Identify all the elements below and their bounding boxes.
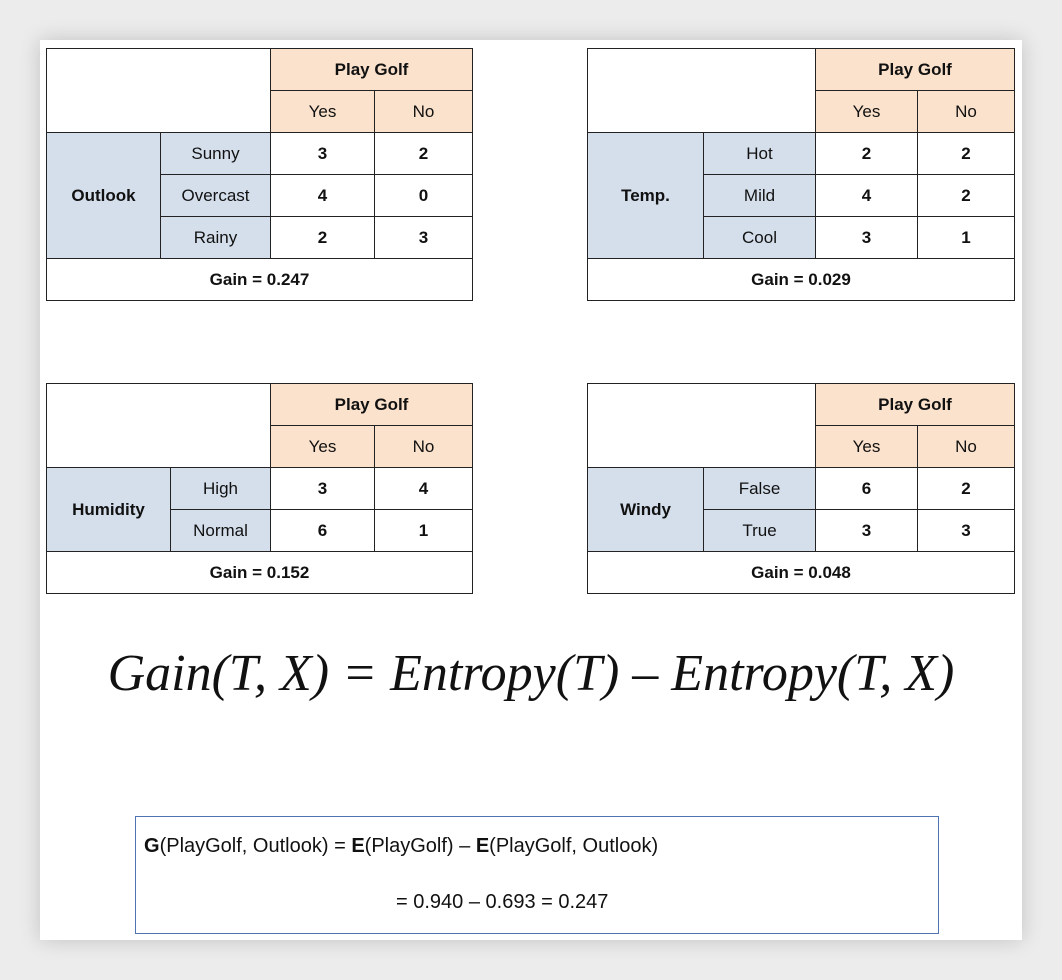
level-label: Overcast: [160, 174, 271, 217]
yes-count: 6: [815, 467, 918, 510]
yes-count: 6: [270, 509, 375, 552]
no-count: 1: [374, 509, 473, 552]
level-label: Cool: [703, 216, 816, 259]
no-count: 4: [374, 467, 473, 510]
information-gain-formula: Gain(T, X) = Entropy(T) – Entropy(T, X): [107, 645, 955, 702]
gain-arguments: (PlayGolf, Outlook) =: [159, 835, 352, 857]
level-label: Normal: [170, 509, 271, 552]
yes-header: Yes: [270, 425, 375, 468]
attribute-label: Humidity: [46, 467, 171, 552]
entropy-arguments: (PlayGolf) –: [364, 835, 476, 857]
no-count: 1: [917, 216, 1015, 259]
level-label: Hot: [703, 132, 816, 175]
no-header: No: [374, 90, 473, 133]
no-count: 3: [917, 509, 1015, 552]
yes-header: Yes: [270, 90, 375, 133]
gain-value: Gain = 0.029: [587, 258, 1015, 301]
yes-count: 3: [270, 132, 375, 175]
yes-count: 2: [270, 216, 375, 259]
no-count: 0: [374, 174, 473, 217]
no-header: No: [374, 425, 473, 468]
gain-symbol: G: [144, 835, 160, 857]
no-count: 2: [374, 132, 473, 175]
document-page: Play Golf Yes No Outlook Sunny 3 2 Overc…: [40, 40, 1022, 940]
play-golf-header: Play Golf: [270, 48, 473, 91]
yes-count: 4: [815, 174, 918, 217]
yes-header: Yes: [815, 425, 918, 468]
humidity-contingency-table: Play Golf Yes No Humidity High 3 4 Norma…: [46, 383, 473, 594]
no-count: 2: [917, 174, 1015, 217]
play-golf-header: Play Golf: [270, 383, 473, 426]
gain-calculation-box: G(PlayGolf, Outlook) = E(PlayGolf) – E(P…: [135, 816, 939, 934]
windy-contingency-table: Play Golf Yes No Windy False 6 2 True 3 …: [587, 383, 1015, 594]
level-label: Mild: [703, 174, 816, 217]
corner-cell: [46, 48, 271, 133]
yes-count: 2: [815, 132, 918, 175]
level-label: False: [703, 467, 816, 510]
attribute-label: Windy: [587, 467, 704, 552]
play-golf-header: Play Golf: [815, 383, 1015, 426]
gain-value: Gain = 0.152: [46, 551, 473, 594]
corner-cell: [587, 383, 816, 468]
level-label: High: [170, 467, 271, 510]
corner-cell: [587, 48, 816, 133]
conditional-entropy-arguments: (PlayGolf, Outlook): [489, 835, 659, 857]
yes-count: 3: [270, 467, 375, 510]
calculation-line-1: G(PlayGolf, Outlook) = E(PlayGolf) – E(P…: [144, 835, 658, 858]
corner-cell: [46, 383, 271, 468]
yes-header: Yes: [815, 90, 918, 133]
no-count: 3: [374, 216, 473, 259]
attribute-label: Outlook: [46, 132, 161, 259]
calculation-line-2: = 0.940 – 0.693 = 0.247: [396, 891, 609, 913]
yes-count: 3: [815, 509, 918, 552]
level-label: Rainy: [160, 216, 271, 259]
play-golf-header: Play Golf: [815, 48, 1015, 91]
gain-value: Gain = 0.247: [46, 258, 473, 301]
yes-count: 3: [815, 216, 918, 259]
temp-contingency-table: Play Golf Yes No Temp. Hot 2 2 Mild 4 2 …: [587, 48, 1015, 301]
level-label: Sunny: [160, 132, 271, 175]
no-count: 2: [917, 132, 1015, 175]
no-header: No: [917, 90, 1015, 133]
conditional-entropy-symbol: E: [475, 835, 490, 857]
level-label: True: [703, 509, 816, 552]
no-count: 2: [917, 467, 1015, 510]
entropy-symbol: E: [351, 835, 365, 857]
no-header: No: [917, 425, 1015, 468]
attribute-label: Temp.: [587, 132, 704, 259]
gain-value: Gain = 0.048: [587, 551, 1015, 594]
outlook-contingency-table: Play Golf Yes No Outlook Sunny 3 2 Overc…: [46, 48, 473, 301]
yes-count: 4: [270, 174, 375, 217]
